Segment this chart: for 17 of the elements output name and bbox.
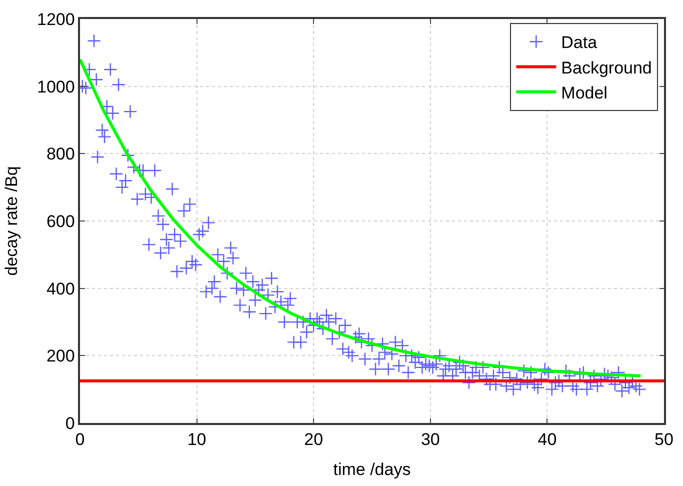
legend-label: Data: [561, 33, 598, 52]
y-tick-label: 600: [46, 212, 75, 231]
x-tick-label: 40: [538, 430, 557, 450]
x-tick-label: 20: [304, 430, 324, 450]
y-tick-label: 200: [46, 346, 75, 366]
legend-label: Model: [561, 83, 608, 102]
y-tick-label: 1000: [37, 77, 75, 96]
y-tick-label: 1200: [37, 10, 75, 29]
y-tick-label: 0: [65, 414, 75, 433]
legend-label: Background: [561, 58, 652, 78]
y-tick-label: 800: [46, 144, 75, 164]
x-tick-label: 50: [654, 430, 674, 450]
y-tick-label: 400: [46, 279, 75, 298]
y-axis-title: decay rate /Bq: [2, 166, 22, 276]
x-tick-label: 30: [420, 430, 440, 450]
x-axis-title: time /days: [333, 460, 411, 480]
x-tick-label: 10: [187, 430, 206, 450]
